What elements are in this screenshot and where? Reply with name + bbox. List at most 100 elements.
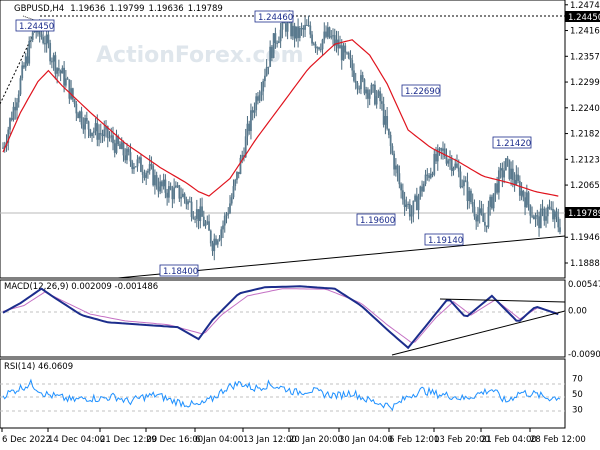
candle-body (541, 208, 544, 210)
candle-body (267, 66, 270, 68)
rsi-tick-label: 30 (572, 406, 583, 416)
candle-body (9, 118, 11, 130)
candle-body (167, 186, 170, 198)
candle-body (284, 23, 287, 32)
candle-body (478, 208, 481, 215)
candle-body (227, 213, 230, 215)
candle-body (169, 186, 172, 190)
candle-body (422, 183, 425, 192)
candle-body (311, 34, 313, 44)
candle-body (442, 148, 444, 151)
candle-body (176, 185, 179, 187)
candle-body (253, 110, 256, 113)
candle-body (190, 201, 193, 217)
candle-body (361, 75, 364, 80)
candle-body (183, 193, 186, 200)
candle-body (260, 91, 263, 96)
candle-body (59, 70, 62, 74)
candle-body (456, 163, 458, 168)
time-tick-label: 29 Dec 16:00 (146, 435, 203, 445)
candle-body (91, 132, 93, 137)
marked-level-box (565, 11, 600, 22)
candle-body (251, 110, 254, 113)
candle-body (440, 148, 443, 151)
candle-body (138, 157, 141, 160)
candle-body (358, 88, 361, 90)
candle-body (213, 238, 216, 252)
candle-body (236, 171, 238, 180)
time-tick-label: 28 Feb 12:00 (530, 435, 586, 445)
candle-body (377, 91, 380, 97)
candle-body (408, 203, 411, 217)
candle-body (152, 165, 155, 186)
candle-body (192, 216, 195, 219)
candle-body (61, 67, 64, 74)
candle-body (332, 35, 334, 37)
candle-body (454, 163, 457, 169)
candle-body (314, 44, 317, 49)
candle-body (92, 131, 95, 133)
candle-body (485, 225, 488, 227)
candle-body (45, 34, 48, 45)
price-annotation: 1.19140 (424, 233, 464, 246)
main-pane-frame (0, 0, 566, 279)
candle-body (496, 183, 499, 193)
candle-body (10, 118, 13, 120)
candle-body (126, 148, 128, 161)
candle-body (316, 47, 319, 49)
candle-body (527, 192, 530, 205)
candle-body (262, 81, 265, 92)
price-annotation: 1.19600 (356, 213, 396, 226)
candle-body (279, 29, 282, 42)
candle-body (365, 89, 368, 94)
price-tick-label: 1.22405 (570, 104, 600, 114)
candle-body (387, 128, 390, 135)
candle-body (166, 192, 169, 198)
price-tick-label: 1.21820 (570, 130, 600, 140)
candle-body (433, 153, 436, 175)
svg-text:1.24450: 1.24450 (19, 22, 54, 32)
candle-body (501, 168, 504, 178)
candle-body (394, 165, 397, 170)
candle-body (106, 126, 109, 138)
candle-body (510, 168, 513, 179)
candle-body (188, 201, 191, 203)
candle-body (269, 46, 272, 67)
price-annotation: 1.22690 (401, 84, 441, 97)
candle-body (508, 159, 511, 179)
candle-body (543, 208, 546, 221)
candle-body (73, 99, 76, 104)
candle-body (291, 25, 294, 37)
candle-body (68, 79, 71, 99)
candle-body (154, 175, 156, 186)
candle-body (354, 80, 357, 83)
candle-body (379, 91, 382, 102)
candle-body (12, 106, 15, 120)
candle-body (548, 206, 551, 209)
macd-trendline-upper (439, 298, 566, 303)
candle-body (136, 159, 139, 167)
candle-body (492, 193, 495, 209)
candle-body (380, 101, 383, 104)
candle-body (452, 168, 455, 171)
candle-body (518, 180, 521, 196)
candle-body (206, 221, 209, 224)
candle-body (234, 179, 237, 187)
candle-body (450, 159, 453, 171)
macd-line (2, 285, 559, 350)
candle-body (396, 165, 399, 174)
candle-body (545, 216, 547, 221)
candle-body (370, 84, 373, 94)
macd-signal-line (2, 288, 559, 344)
candle-body (463, 180, 465, 187)
candle-body (295, 26, 298, 39)
candle-body (120, 142, 123, 149)
rsi-tick-label: 50 (572, 390, 583, 400)
candle-body (258, 95, 261, 101)
candle-body (520, 190, 523, 196)
candle-body (150, 164, 153, 166)
candle-body (504, 158, 507, 171)
candle-body (325, 31, 327, 37)
candle-body (532, 216, 535, 220)
